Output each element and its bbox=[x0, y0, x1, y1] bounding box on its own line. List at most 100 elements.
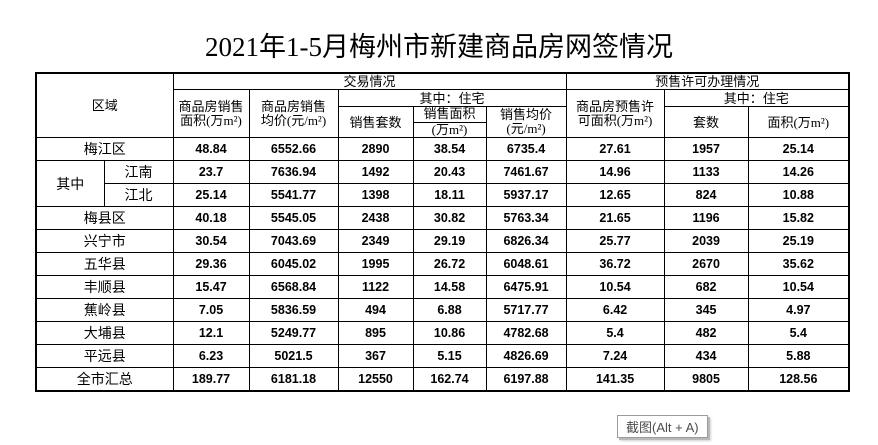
region-cell: 平远县 bbox=[35, 344, 174, 368]
header-units: 套数 bbox=[663, 106, 749, 138]
value-cell: 48.84 bbox=[172, 137, 250, 161]
value-cell: 7.05 bbox=[172, 298, 250, 322]
value-cell: 6.42 bbox=[565, 298, 665, 322]
value-cell: 6.23 bbox=[172, 344, 250, 368]
region-cell: 丰顺县 bbox=[35, 275, 174, 299]
value-cell: 345 bbox=[663, 298, 749, 322]
value-cell: 35.62 bbox=[747, 252, 850, 276]
header-transaction-group: 交易情况 bbox=[172, 72, 567, 90]
value-cell: 482 bbox=[663, 321, 749, 345]
value-cell: 494 bbox=[337, 298, 414, 322]
value-cell: 6197.88 bbox=[485, 367, 567, 391]
value-cell: 6735.4 bbox=[485, 137, 567, 161]
header-row-2: 商品房销售 面积(万m²) 商品房销售 均价(元/m²) 其中：住宅 商品房预售… bbox=[36, 89, 850, 138]
header-sale-area-line2: 面积(万m²) bbox=[180, 112, 242, 128]
table-row-meijiang: 梅江区 48.84 6552.66 2890 38.54 6735.4 27.6… bbox=[35, 137, 850, 161]
value-cell: 7043.69 bbox=[248, 229, 339, 253]
header-sold-units: 销售套数 bbox=[337, 106, 414, 138]
value-cell: 2670 bbox=[663, 252, 749, 276]
value-cell: 12.1 bbox=[172, 321, 250, 345]
value-cell: 5.88 bbox=[747, 344, 850, 368]
value-cell: 15.47 bbox=[172, 275, 250, 299]
value-cell: 1133 bbox=[663, 160, 749, 184]
table-row-fengshun: 丰顺县 15.47 6568.84 1122 14.58 6475.91 10.… bbox=[35, 275, 850, 299]
region-cell: 江北 bbox=[103, 183, 174, 207]
value-cell: 141.35 bbox=[565, 367, 665, 391]
value-cell: 1957 bbox=[663, 137, 749, 161]
value-cell: 10.88 bbox=[747, 183, 850, 207]
header-among-residential-sales: 其中：住宅 bbox=[337, 89, 567, 107]
header-area: 面积(万m²) bbox=[747, 106, 850, 138]
value-cell: 5541.77 bbox=[248, 183, 339, 207]
value-cell: 15.82 bbox=[747, 206, 850, 230]
header-presale-area-line1: 商品房预售许 bbox=[576, 98, 655, 114]
value-cell: 1995 bbox=[337, 252, 414, 276]
region-cell: 梅县区 bbox=[35, 206, 174, 230]
screenshot-tooltip-label: 截图(Alt + A) bbox=[626, 420, 699, 435]
header-presale-area: 商品房预售许 可面积(万m²) bbox=[565, 89, 665, 138]
value-cell: 18.11 bbox=[412, 183, 487, 207]
value-cell: 21.65 bbox=[565, 206, 665, 230]
header-sale-price-line2: 均价(元/m²) bbox=[260, 112, 327, 128]
value-cell: 23.7 bbox=[172, 160, 250, 184]
value-cell: 5.15 bbox=[412, 344, 487, 368]
value-cell: 4.97 bbox=[747, 298, 850, 322]
value-cell: 895 bbox=[337, 321, 414, 345]
value-cell: 29.36 bbox=[172, 252, 250, 276]
region-cell: 五华县 bbox=[35, 252, 174, 276]
region-cell: 梅江区 bbox=[35, 137, 174, 161]
housing-data-table: 区域 交易情况 预售许可办理情况 商品房销售 面积(万m²) 商品房销售 均价(… bbox=[35, 72, 851, 392]
value-cell: 6826.34 bbox=[485, 229, 567, 253]
region-cell: 江南 bbox=[103, 160, 174, 184]
value-cell: 6045.02 bbox=[248, 252, 339, 276]
value-cell: 30.82 bbox=[412, 206, 487, 230]
value-cell: 27.61 bbox=[565, 137, 665, 161]
region-cell: 蕉岭县 bbox=[35, 298, 174, 322]
table-row-jiaoling: 蕉岭县 7.05 5836.59 494 6.88 5717.77 6.42 3… bbox=[35, 298, 850, 322]
table-row-meixian: 梅县区 40.18 5545.05 2438 30.82 5763.34 21.… bbox=[35, 206, 850, 230]
header-among-residential-presale: 其中：住宅 bbox=[663, 89, 850, 107]
value-cell: 20.43 bbox=[412, 160, 487, 184]
table-row-jiangbei: 江北 25.14 5541.77 1398 18.11 5937.17 12.6… bbox=[36, 183, 850, 207]
value-cell: 1398 bbox=[337, 183, 414, 207]
value-cell: 7.24 bbox=[565, 344, 665, 368]
value-cell: 38.54 bbox=[412, 137, 487, 161]
value-cell: 10.86 bbox=[412, 321, 487, 345]
value-cell: 162.74 bbox=[412, 367, 487, 391]
value-cell: 5545.05 bbox=[248, 206, 339, 230]
value-cell: 25.77 bbox=[565, 229, 665, 253]
region-cell: 全市汇总 bbox=[35, 367, 174, 391]
value-cell: 5717.77 bbox=[485, 298, 567, 322]
value-cell: 10.54 bbox=[565, 275, 665, 299]
table-row-xingning: 兴宁市 30.54 7043.69 2349 29.19 6826.34 25.… bbox=[35, 229, 850, 253]
value-cell: 2039 bbox=[663, 229, 749, 253]
value-cell: 2438 bbox=[337, 206, 414, 230]
table-row-citywide-total: 全市汇总 189.77 6181.18 12550 162.74 6197.88… bbox=[35, 367, 850, 391]
header-presale-area-line2: 可面积(万m²) bbox=[577, 112, 653, 128]
value-cell: 26.72 bbox=[412, 252, 487, 276]
header-res-sale-area-line2: (万m²) bbox=[431, 122, 468, 137]
header-res-sale-price-line1: 销售均价 bbox=[500, 107, 553, 122]
table-row-jiangnan: 其中 江南 23.7 7636.94 1492 20.43 7461.67 14… bbox=[35, 160, 850, 207]
value-cell: 14.26 bbox=[747, 160, 850, 184]
header-res-sale-price: 销售均价 (元/m²) bbox=[485, 106, 567, 138]
header-sale-area-line1: 商品房销售 bbox=[178, 98, 244, 114]
value-cell: 1196 bbox=[663, 206, 749, 230]
value-cell: 12.65 bbox=[565, 183, 665, 207]
value-cell: 6568.84 bbox=[248, 275, 339, 299]
value-cell: 189.77 bbox=[172, 367, 250, 391]
value-cell: 25.19 bbox=[747, 229, 850, 253]
value-cell: 25.14 bbox=[172, 183, 250, 207]
value-cell: 6181.18 bbox=[248, 367, 339, 391]
region-cell: 大埔县 bbox=[35, 321, 174, 345]
value-cell: 5763.34 bbox=[485, 206, 567, 230]
value-cell: 7461.67 bbox=[485, 160, 567, 184]
value-cell: 10.54 bbox=[747, 275, 850, 299]
value-cell: 6475.91 bbox=[485, 275, 567, 299]
header-res-sale-area-line1: 销售面积 bbox=[414, 108, 486, 123]
group-cell-qizhong: 其中 bbox=[35, 160, 105, 207]
value-cell: 6552.66 bbox=[248, 137, 339, 161]
value-cell: 5836.59 bbox=[248, 298, 339, 322]
header-sale-price: 商品房销售 均价(元/m²) bbox=[248, 89, 339, 138]
